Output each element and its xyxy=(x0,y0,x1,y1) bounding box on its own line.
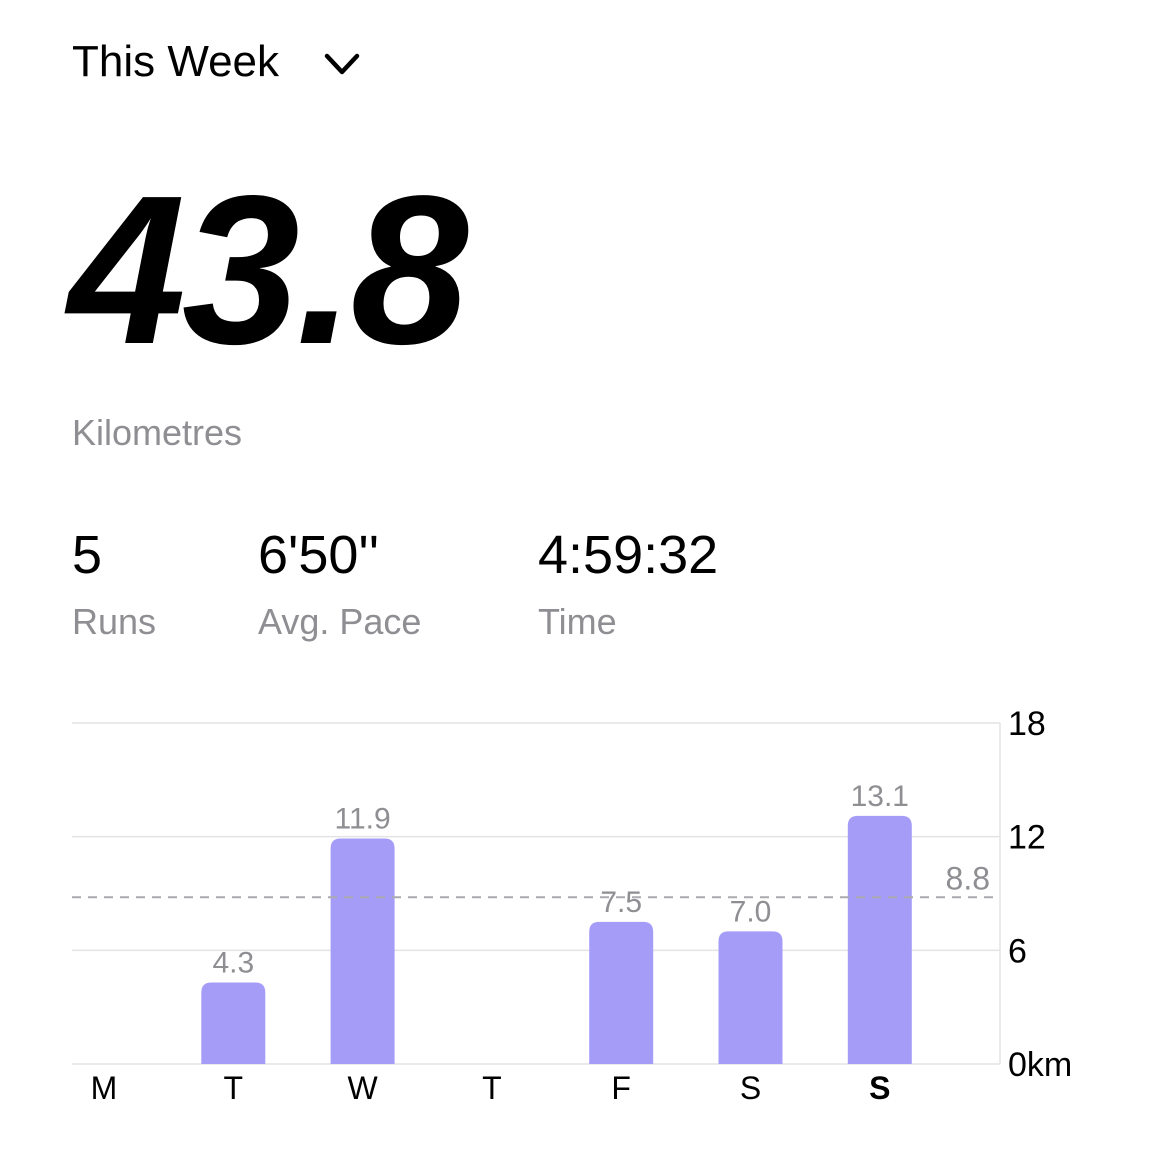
bar xyxy=(330,838,395,1064)
average-label: 8.8 xyxy=(946,860,990,896)
chevron-icon[interactable] xyxy=(324,53,360,75)
distance-unit: Kilometres xyxy=(72,412,242,453)
stat-value: 5 xyxy=(72,525,102,585)
data-label: 4.3 xyxy=(212,947,254,980)
x-tick-label: M xyxy=(91,1070,118,1106)
bar xyxy=(589,921,654,1064)
stat-label: Avg. Pace xyxy=(258,601,421,642)
bar xyxy=(847,815,912,1064)
y-tick-label: 12 xyxy=(1008,819,1046,857)
y-tick-label: 6 xyxy=(1008,932,1027,970)
y-tick-label: 18 xyxy=(1008,705,1046,743)
stat-value: 4:59:32 xyxy=(538,525,718,585)
data-label: 11.9 xyxy=(335,803,391,836)
data-label: 7.5 xyxy=(600,886,642,919)
x-tick-label: T xyxy=(482,1070,502,1106)
x-tick-label: F xyxy=(611,1070,631,1106)
data-label: 13.1 xyxy=(851,780,909,813)
x-tick-label: W xyxy=(347,1070,378,1106)
total-distance: 43.8 xyxy=(64,151,469,388)
bar xyxy=(718,931,783,1064)
stat-label: Runs xyxy=(72,601,156,642)
stat-value: 6'50'' xyxy=(258,525,379,585)
y-tick-label: 0km xyxy=(1008,1046,1072,1084)
x-tick-label: S xyxy=(869,1070,890,1106)
bar xyxy=(201,982,266,1064)
x-tick-label: S xyxy=(740,1070,761,1106)
stat-label: Time xyxy=(538,601,617,642)
data-label: 7.0 xyxy=(730,895,772,928)
period-selector[interactable]: This Week xyxy=(72,37,280,86)
x-tick-label: T xyxy=(224,1070,244,1106)
